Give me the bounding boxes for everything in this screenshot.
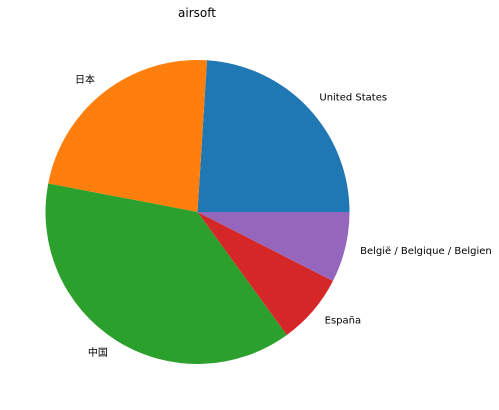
pie-slice-label-4: België / Belgique / Belgien — [360, 246, 492, 257]
pie-slice-0 — [197, 60, 350, 212]
pie-slice-2 — [45, 183, 287, 364]
pie-slice-label-1: 日本 — [75, 73, 95, 86]
chart-title: airsoft — [178, 6, 216, 20]
pie-slice-label-0: United States — [319, 93, 387, 104]
pie-slice-3 — [197, 212, 333, 335]
pie-slices — [45, 60, 350, 364]
pie-slice-label-2: 中国 — [88, 346, 108, 359]
pie-slice-4 — [197, 212, 350, 282]
pie-slice-label-3: España — [325, 316, 361, 327]
pie-slice-1 — [48, 60, 208, 212]
